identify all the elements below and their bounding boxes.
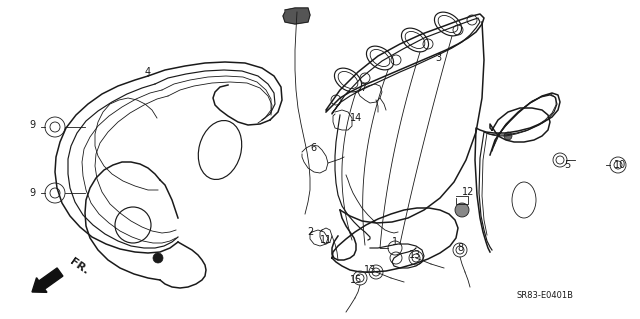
Text: 5: 5 [564, 160, 570, 170]
Text: 1: 1 [392, 237, 398, 247]
Text: 9: 9 [29, 188, 35, 198]
Text: 12: 12 [462, 187, 474, 197]
Text: SR83-E0401B: SR83-E0401B [516, 291, 573, 300]
Text: 2: 2 [307, 227, 313, 237]
Text: 6: 6 [310, 143, 316, 153]
Text: 3: 3 [435, 53, 441, 63]
Circle shape [153, 253, 163, 263]
Polygon shape [283, 8, 310, 24]
Text: 4: 4 [145, 67, 151, 77]
Text: 9: 9 [29, 120, 35, 130]
Text: FR.: FR. [68, 256, 90, 276]
FancyArrow shape [32, 268, 63, 292]
Text: 15: 15 [350, 275, 362, 285]
Circle shape [504, 132, 512, 140]
Text: 11: 11 [320, 235, 332, 245]
Text: 7: 7 [360, 83, 366, 93]
Text: 13: 13 [409, 250, 421, 260]
Text: 14: 14 [350, 113, 362, 123]
Text: 8: 8 [457, 243, 463, 253]
Text: 13: 13 [364, 265, 376, 275]
Circle shape [455, 203, 469, 217]
Text: 10: 10 [614, 160, 626, 170]
